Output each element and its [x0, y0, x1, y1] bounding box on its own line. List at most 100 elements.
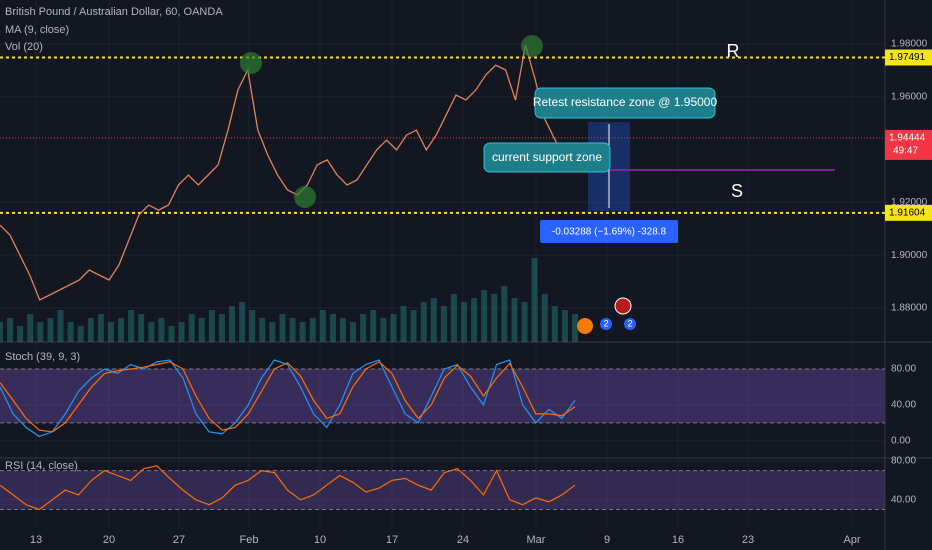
callout-text: Retest resistance zone @ 1.95000	[533, 95, 718, 109]
volume-bar	[299, 322, 306, 342]
volume-bar	[7, 318, 14, 342]
price-tag-label: 1.94444	[889, 133, 926, 144]
volume-bar	[440, 306, 447, 342]
volume-bar	[47, 318, 54, 342]
volume-bar	[239, 302, 246, 342]
y-tick-label: 40.00	[891, 494, 916, 505]
volume-bar	[511, 298, 518, 342]
label-s: S	[731, 181, 743, 201]
volume-bar	[289, 318, 296, 342]
volume-bar	[148, 322, 155, 342]
volume-bar	[0, 322, 3, 342]
price-tag-label: 1.97491	[889, 52, 926, 63]
volume-bar	[37, 322, 44, 342]
legend-ma: MA (9, close)	[5, 24, 69, 36]
x-tick-label: 17	[386, 534, 398, 546]
y-tick-label: 1.92000	[891, 197, 928, 208]
volume-bar	[97, 314, 104, 342]
volume-bar	[178, 322, 185, 342]
x-tick-label: Feb	[240, 534, 259, 546]
event-icon[interactable]	[600, 318, 612, 330]
pane-title: RSI (14, close)	[5, 460, 78, 472]
y-tick-label: 1.88000	[891, 303, 928, 314]
volume-bar	[87, 318, 94, 342]
volume-bar	[461, 302, 468, 342]
stoch-band	[0, 368, 885, 423]
volume-bar	[350, 322, 357, 342]
volume-bar	[400, 306, 407, 342]
series-line	[0, 361, 576, 433]
y-tick-label: 1.98000	[891, 39, 928, 50]
y-tick-label: 80.00	[891, 456, 916, 467]
countdown: 49:47	[893, 146, 918, 157]
x-tick-label: Apr	[843, 534, 860, 546]
callout	[483, 142, 611, 173]
volume-bar	[420, 302, 427, 342]
price-tag-label: 1.91604	[889, 207, 926, 218]
volume-bar	[390, 314, 397, 342]
series-line	[0, 465, 576, 511]
volume-bar	[572, 314, 578, 342]
event-icon[interactable]	[614, 297, 632, 315]
volume-bar	[481, 290, 488, 342]
volume-bar	[339, 318, 346, 342]
volume-bar	[410, 310, 417, 342]
volume-bar	[501, 286, 508, 342]
y-tick-label: 40.00	[891, 400, 916, 411]
volume-bar	[138, 314, 145, 342]
y-tick-label: 1.90000	[891, 250, 928, 261]
volume-bar	[531, 258, 538, 342]
volume-bar	[541, 294, 548, 342]
event-count: 2	[627, 318, 632, 328]
volume-bar	[168, 326, 175, 342]
volume-bar	[551, 306, 558, 342]
price-tag	[885, 204, 932, 221]
volume-bar	[319, 310, 326, 342]
y-tick-label: 0.00	[891, 436, 911, 447]
volume-bar	[229, 306, 236, 342]
axis: 13 20 27 Feb 10 17 24 Mar 9 16 23 Apr 1.88000 1.90000…	[30, 39, 932, 546]
x-tick-label: 16	[672, 534, 684, 546]
volume-bar	[561, 310, 568, 342]
volume-bar	[380, 318, 387, 342]
volume-bar	[27, 314, 34, 342]
volume-bar	[329, 314, 336, 342]
highlight	[521, 35, 543, 57]
x-tick-label: 20	[103, 534, 115, 546]
volume-bar	[279, 314, 286, 342]
callout	[534, 87, 716, 119]
legend-vol: Vol (20)	[5, 41, 43, 53]
measure-label-box	[540, 220, 678, 243]
volume-bar	[17, 326, 24, 342]
x-tick-label: 24	[457, 534, 469, 546]
volume-bar	[118, 318, 125, 342]
volume-bar	[67, 322, 74, 342]
callout-text: current support zone	[492, 150, 602, 164]
x-tick-label: 10	[314, 534, 326, 546]
pane-title: Stoch (39, 9, 3)	[5, 351, 80, 363]
volume-bar	[521, 302, 528, 342]
x-tick-label: 23	[742, 534, 754, 546]
volume-bar	[57, 310, 64, 342]
volume-bar	[198, 318, 205, 342]
y-tick-label: 1.96000	[891, 91, 928, 102]
volume-bar	[188, 314, 195, 342]
event-icon[interactable]	[624, 318, 636, 330]
volume-bar	[218, 314, 225, 342]
price-tag	[885, 49, 932, 66]
volume-bar	[259, 318, 266, 342]
volume-bar	[249, 310, 256, 342]
x-tick-label: 13	[30, 534, 42, 546]
legend-title: British Pound / Australian Dollar, 60, O…	[5, 6, 223, 18]
event-icon[interactable]	[577, 318, 593, 334]
volume-bar	[128, 310, 135, 342]
series-line	[0, 44, 576, 301]
volume-bar	[77, 326, 84, 342]
volume-bar	[158, 318, 165, 342]
volume-bar	[471, 298, 478, 342]
event-count: 2	[603, 318, 608, 328]
volume-bar	[430, 298, 437, 342]
volume-bar	[370, 310, 377, 342]
